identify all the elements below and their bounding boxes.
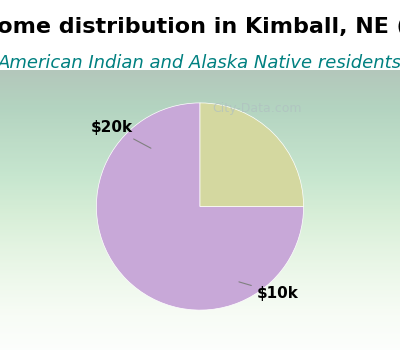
Wedge shape xyxy=(96,103,304,310)
Text: American Indian and Alaska Native residents: American Indian and Alaska Native reside… xyxy=(0,54,400,72)
Text: City-Data.com: City-Data.com xyxy=(212,102,302,114)
Wedge shape xyxy=(200,103,304,206)
Text: $20k: $20k xyxy=(91,120,151,148)
Text: $10k: $10k xyxy=(239,282,299,301)
Text: Income distribution in Kimball, NE (%): Income distribution in Kimball, NE (%) xyxy=(0,17,400,37)
